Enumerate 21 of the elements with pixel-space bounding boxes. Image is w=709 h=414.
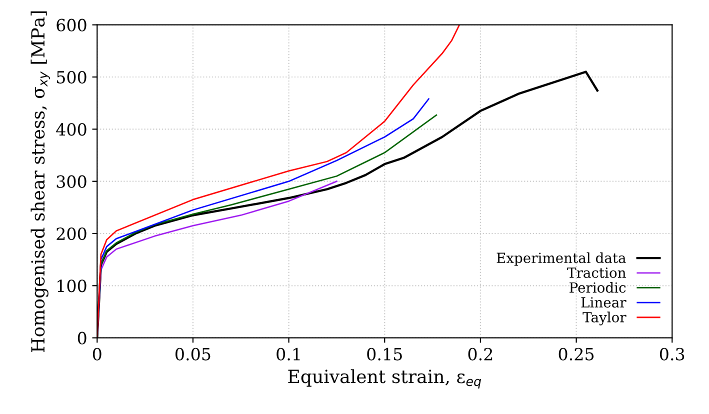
legend-label: Experimental data xyxy=(496,252,626,266)
y-axis-title: Homogenised shear stress, σ$_{xy}$ [MPa] xyxy=(30,11,50,352)
x-tick-label: 0.15 xyxy=(367,348,402,360)
x-tick-label: 0.05 xyxy=(176,348,210,360)
legend-label: Taylor xyxy=(582,312,626,326)
x-tick-label: 0.1 xyxy=(276,348,300,360)
y-tick-label: 500 xyxy=(57,70,86,84)
y-tick-label: 600 xyxy=(56,18,86,32)
x-tick-label: 0.2 xyxy=(468,348,492,360)
y-tick-label: 0 xyxy=(78,332,86,344)
y-tick-label: 100 xyxy=(58,280,86,292)
x-tick-label: 0 xyxy=(92,348,102,360)
x-tick-label: 0.25 xyxy=(558,348,594,360)
y-tick-label: 300 xyxy=(56,175,86,188)
legend-label: Traction xyxy=(567,268,626,278)
y-tick-label: 400 xyxy=(56,123,86,136)
x-axis-title: Equivalent strain, ε$_{eq}$ xyxy=(288,369,482,389)
y-tick-label: 200 xyxy=(56,227,86,240)
legend-label: Linear xyxy=(581,297,626,308)
x-tick-label: 0.3 xyxy=(660,348,684,360)
legend-label: Periodic xyxy=(570,282,626,293)
